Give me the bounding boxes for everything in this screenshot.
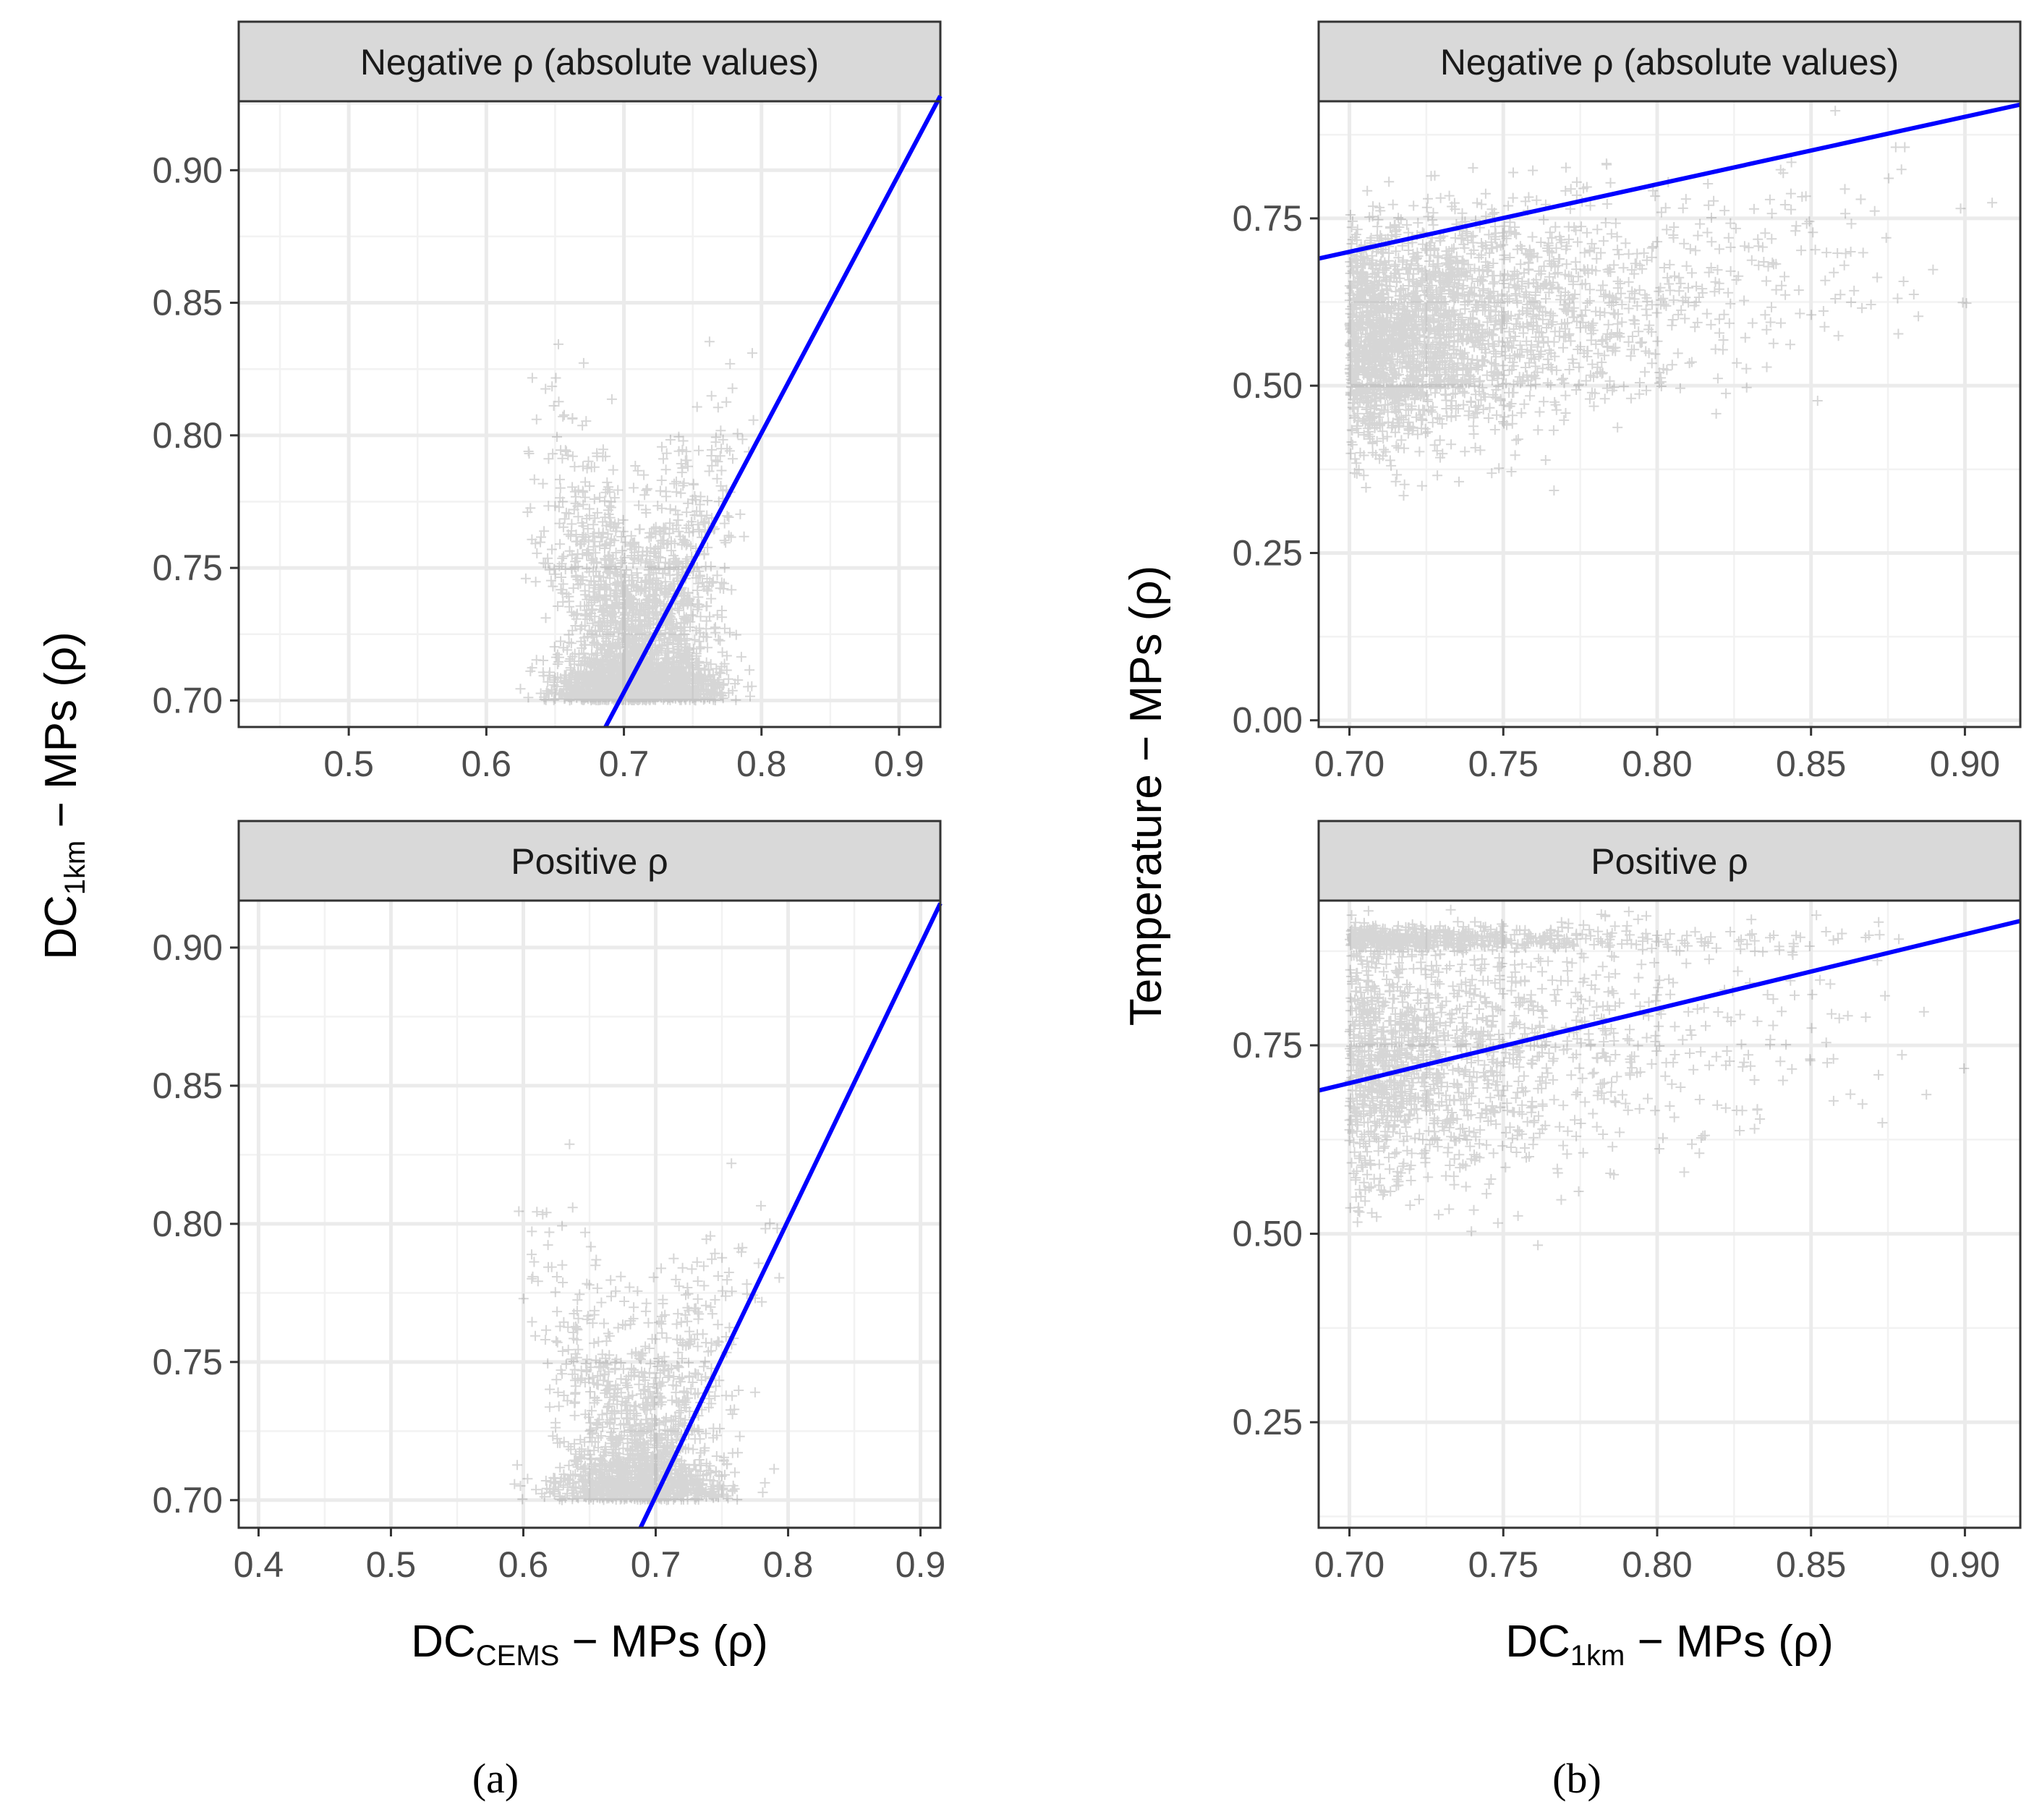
caption-b: (b) <box>1552 1755 1601 1802</box>
y-tick-label: 0.00 <box>1233 700 1303 741</box>
x-tick-label: 0.80 <box>1622 1544 1692 1585</box>
y-tick-label: 0.50 <box>1233 365 1303 406</box>
x-tick-label: 0.85 <box>1776 744 1846 784</box>
y-tick-label: 0.25 <box>1233 532 1303 573</box>
x-tick-label: 0.75 <box>1468 744 1539 784</box>
x-tick-label: 0.8 <box>763 1544 814 1585</box>
y-tick-label: 0.90 <box>153 927 223 968</box>
x-tick-label: 0.6 <box>461 744 512 784</box>
strip-b-top <box>1317 20 2022 103</box>
y-tick-label: 0.50 <box>1233 1214 1303 1254</box>
regression-line <box>1318 919 2021 1093</box>
x-tick-label: 0.7 <box>599 744 650 784</box>
y-tick-label: 0.75 <box>153 548 223 588</box>
panel-background <box>237 100 942 728</box>
panel-a-top: Negative ρ (absolute values) 0.5 0.6 0.7 0.… <box>153 20 943 784</box>
x-tick-label: 0.70 <box>1314 744 1384 784</box>
strip-label-a-top: Negative ρ (absolute values) <box>360 42 819 82</box>
regression-line <box>603 95 943 728</box>
strip-label-b-bottom: Positive ρ <box>1591 841 1748 882</box>
x-tick-label: 0.9 <box>895 1544 946 1585</box>
y-tick-label: 0.75 <box>1233 1025 1303 1066</box>
x-tick-label: 0.70 <box>1314 1544 1384 1585</box>
x-tick-label: 0.4 <box>234 1544 284 1585</box>
data-points <box>509 1139 785 1505</box>
strip-label-b-top: Negative ρ (absolute values) <box>1440 42 1899 82</box>
x-tick-label: 0.90 <box>1930 1544 2000 1585</box>
strip-label-a-bottom: Positive ρ <box>511 841 668 882</box>
data-points <box>1344 106 1998 501</box>
y-tick-label: 0.80 <box>153 415 223 456</box>
y-tick-label: 0.90 <box>153 150 223 190</box>
x-axis-title-a: DCCEMS − MPs (ρ) <box>411 1617 768 1672</box>
y-tick-label: 0.80 <box>153 1204 223 1244</box>
y-tick-label: 0.75 <box>1233 198 1303 239</box>
y-tick-label: 0.75 <box>153 1342 223 1382</box>
y-axis-title-a: DC1km − MPs (ρ) <box>36 632 91 960</box>
plot-area-b-top: 0.70 0.75 0.80 0.85 0.90 0.00 0.25 0.50 0.75 <box>1233 100 2022 784</box>
plot-area-a-bottom: 0.4 0.5 0.6 0.7 0.8 0.9 0.70 0.75 0.80 0.85 0.90 <box>153 899 946 1585</box>
data-points <box>515 336 759 706</box>
x-tick-label: 0.7 <box>631 1544 681 1585</box>
y-tick-label: 0.85 <box>153 283 223 323</box>
strip-a-top <box>237 20 942 103</box>
y-tick-label: 0.85 <box>153 1066 223 1106</box>
caption-a: (a) <box>472 1755 519 1802</box>
data-points <box>1344 904 1970 1251</box>
regression-line <box>638 902 943 1529</box>
strip-b-bottom <box>1317 820 2022 902</box>
plot-area-a-top: 0.5 0.6 0.7 0.8 0.9 0.70 0.75 0.80 0.85 0.90 <box>153 95 943 784</box>
panel-a-bottom: Positive ρ 0.4 0.5 0.6 0.7 0.8 0.9 0.70 0.75 0.8… <box>153 820 946 1585</box>
x-tick-label: 0.5 <box>366 1544 417 1585</box>
panel-background <box>1317 100 2022 728</box>
y-tick-label: 0.70 <box>153 1480 223 1521</box>
x-tick-label: 0.5 <box>323 744 374 784</box>
plot-area-b-bottom: 0.70 0.75 0.80 0.85 0.90 0.25 0.50 0.75 <box>1233 899 2022 1585</box>
panel-b-bottom: Positive ρ 0.70 0.75 0.80 0.85 0.900.250.500… <box>1233 820 2022 1585</box>
x-tick-label: 0.80 <box>1622 744 1692 784</box>
x-tick-label: 0.90 <box>1930 744 2000 784</box>
strip-a-bottom <box>237 820 942 902</box>
y-axis-title-b: Temperature − MPs (ρ) <box>1121 566 1171 1026</box>
panel-b-top: Negative ρ (absolute values) 0.70 0.75 0.8… <box>1233 20 2022 784</box>
x-tick-label: 0.9 <box>874 744 924 784</box>
x-tick-label: 0.85 <box>1776 1544 1846 1585</box>
panel-border <box>1317 899 2022 1529</box>
x-tick-label: 0.6 <box>498 1544 549 1585</box>
regression-line <box>1318 102 2021 261</box>
y-tick-label: 0.25 <box>1233 1402 1303 1442</box>
panel-border <box>237 100 942 728</box>
x-tick-label: 0.75 <box>1468 1544 1539 1585</box>
y-tick-label: 0.70 <box>153 680 223 720</box>
x-axis-title-b: DC1km − MPs (ρ) <box>1505 1617 1834 1672</box>
x-tick-label: 0.8 <box>736 744 787 784</box>
panel-border <box>1317 100 2022 728</box>
panel-border <box>237 899 942 1529</box>
